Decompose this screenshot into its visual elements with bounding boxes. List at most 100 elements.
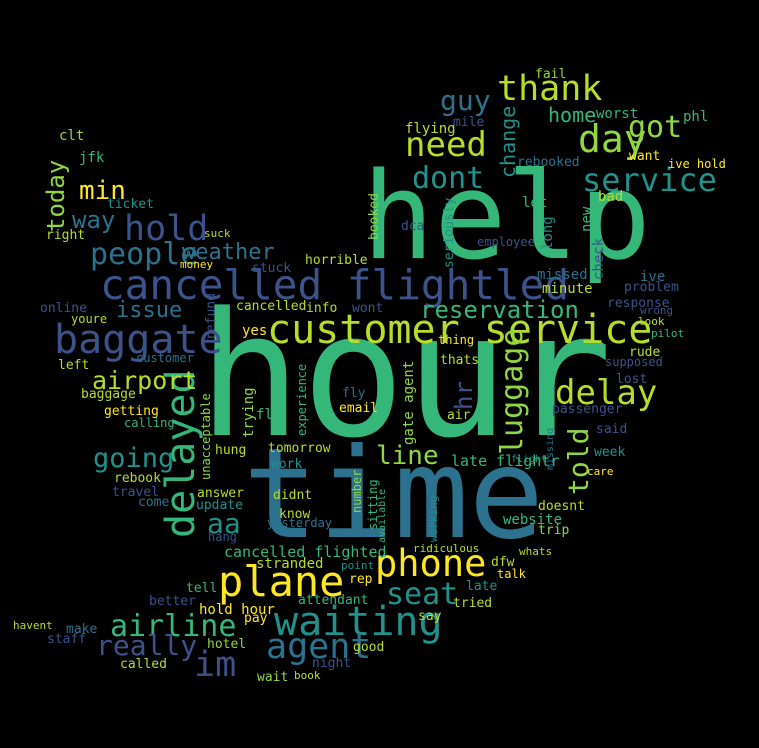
word-missing: missing [545,427,556,470]
word-told: told [562,427,595,495]
word-mile: mile [453,115,485,130]
word-stuck: stuck [252,261,292,276]
word-doesnt: doesnt [538,499,585,514]
word-getting: getting [104,404,159,419]
word-book: book [294,669,321,682]
word-tell: tell [186,581,218,596]
word-dca: dca [401,219,425,234]
word-working: working [427,495,440,542]
word-night: night [312,656,352,671]
word-baggate: baggate [54,317,223,363]
word-attendant: attendant [298,593,369,608]
word-min: min [79,176,126,206]
word-home: home [548,103,597,127]
word-service: service [582,161,717,199]
word-staff: staff [47,632,87,647]
word-experience: experience [295,363,309,436]
word-point: point [341,559,375,572]
word-whats: whats [519,545,553,558]
word-customer-service: customer service [267,307,653,353]
word-airport: airport [92,366,198,395]
word-late: late [466,579,498,594]
word-jfk: jfk [79,150,105,166]
word-look: look [638,315,665,328]
word-gate-agent: gate agent [401,360,417,445]
word-luggage: luggage [495,328,530,455]
word-hang: hang [208,530,237,544]
word-yesterday: yesterday [267,516,333,530]
word-clt: clt [59,128,85,144]
word-talk: talk [497,567,526,581]
word-let: let [522,195,548,211]
word-care: care [587,465,614,478]
word-know: know [279,507,311,522]
word-today: today [42,159,70,232]
word-said: said [596,422,628,437]
word-long: long [540,216,556,250]
word-help: help [362,148,651,287]
word-number: number [350,469,364,513]
word-people: people [90,237,199,272]
word-trip: trip [538,523,570,538]
word-ridiculous: ridiculous [413,542,480,555]
word-lost: lost [616,372,648,387]
word-reservation: reservation [420,296,579,324]
word-seat: seat [386,577,459,612]
word-hold-hour: hold hour [199,602,275,618]
word-travel: travel [112,485,159,500]
word-better: better [149,594,196,609]
word-change: change [496,105,520,178]
word-want: want [629,149,661,164]
word-dfw: dfw [491,555,515,570]
word-got: got [628,110,683,145]
word-available: available [377,488,388,543]
word-supposed: supposed [605,355,663,369]
word-flt: flt [256,407,282,423]
word-problem: problem [624,280,679,295]
word-stranded: stranded [256,556,324,572]
word-fail: fail [535,67,567,82]
word-phone: phone [375,542,487,585]
word-thing: thing [438,333,475,347]
word-passenger: passenger [552,402,623,417]
word-im: im [194,645,237,685]
word-tried: tried [453,596,493,611]
word-rebook: rebook [114,471,161,486]
word-response: response [607,296,670,311]
word-booked: booked [367,193,382,240]
word-day: day [578,117,647,161]
word-bad: bad [598,189,624,205]
word-horrible: horrible [305,253,368,268]
word-flying: flying [405,121,456,137]
word-pilot: pilot [651,327,685,340]
word-line: line [376,441,439,471]
word-rebooked: rebooked [517,155,580,170]
word-make: make [66,622,98,637]
word-cancelled: cancelled [236,299,307,314]
word-website: website [503,512,563,528]
word-yes: yes [242,323,268,339]
word-work: work [271,457,303,472]
word-new: new [579,206,595,232]
word-check: check [591,237,607,280]
word-update: update [196,498,243,513]
word-unacceptable: unacceptable [199,393,213,480]
word-pay: pay [244,611,268,626]
word-employee: employee [477,235,535,249]
word-ive: ive [640,269,666,285]
word-cancelled-flightled: cancelled flightled [100,261,569,309]
word-ive-hold: ive hold [668,157,726,171]
word-dont: dont [412,161,485,196]
word-wrong: wrong [640,304,674,317]
word-issue: issue [116,298,183,323]
word-aa: aa [207,507,241,540]
word-fly: fly [342,386,366,401]
word-tomorrow: tomorrow [268,441,331,456]
word-phl: phl [683,109,709,125]
word-email: email [339,401,379,416]
word-week: week [594,445,626,460]
word-money: money [180,258,214,271]
word-plane: plane [218,557,345,606]
word-need: need [405,125,487,165]
